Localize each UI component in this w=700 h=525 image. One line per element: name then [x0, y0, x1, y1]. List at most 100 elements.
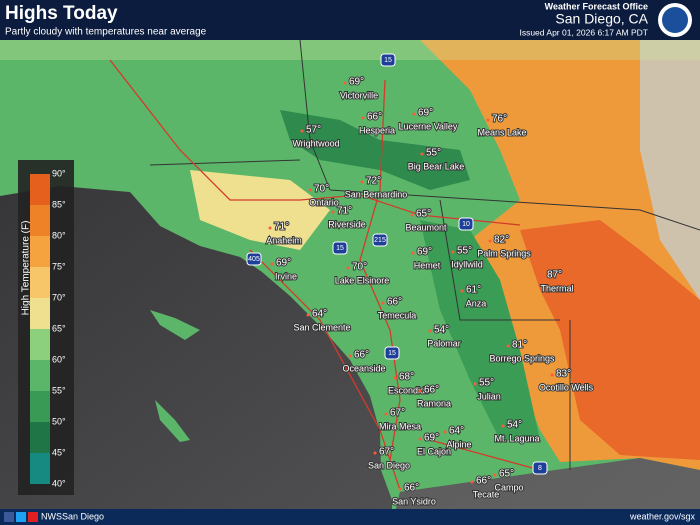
city-temp: 66° [354, 350, 369, 361]
city-marker [473, 382, 477, 386]
youtube-icon [28, 512, 38, 522]
nws-logo-inner [662, 7, 688, 33]
legend-tick: 85° [52, 199, 66, 209]
city-name: Idyllwild [451, 259, 483, 269]
city-marker [506, 344, 510, 348]
city-temp: 81° [512, 340, 527, 351]
legend-tick: 45° [52, 447, 66, 457]
city-temp: 69° [349, 77, 364, 88]
city-marker [308, 188, 312, 192]
city-temp: 67° [379, 447, 394, 458]
city-marker [393, 376, 397, 380]
top-band [0, 40, 700, 60]
city-name: San Bernardino [345, 189, 408, 199]
footer-bar [0, 509, 700, 525]
mountains [280, 110, 470, 190]
highway-label: 15 [384, 57, 392, 64]
city-temp: 76° [492, 114, 507, 125]
city-marker [443, 430, 447, 434]
city-name: Ocotillo Wells [539, 382, 594, 392]
la-basin [190, 170, 330, 250]
city-name: Lucerne Valley [399, 121, 458, 131]
city-temp: 55° [479, 378, 494, 389]
city-temp: 70° [352, 262, 367, 273]
city-temp: 66° [476, 476, 491, 487]
city-temp: 69° [418, 108, 433, 119]
header-bar [0, 0, 700, 40]
city-marker [418, 389, 422, 393]
city-marker [270, 262, 274, 266]
city-marker [541, 274, 545, 278]
city-temp: 83° [556, 369, 571, 380]
legend-tick: 50° [52, 416, 66, 426]
legend-tick: 55° [52, 385, 66, 395]
city-name: Oceanside [342, 363, 385, 373]
city-name: Wrightwood [292, 138, 339, 148]
city-temp: 69° [276, 258, 291, 269]
city-temp: 66° [387, 297, 402, 308]
city-marker [488, 239, 492, 243]
city-marker [470, 480, 474, 484]
city-temp: 64° [312, 309, 327, 320]
city-temp: 65° [416, 209, 431, 220]
twitter-icon [16, 512, 26, 522]
city-temp: 71° [337, 206, 352, 217]
footer-url: weather.gov/sgx [629, 511, 696, 521]
city-marker [306, 313, 310, 317]
city-marker [373, 451, 377, 455]
city-marker [412, 112, 416, 116]
tan-region [640, 40, 700, 300]
city-name: Beaumont [405, 222, 447, 232]
city-marker [418, 437, 422, 441]
legend-swatch [30, 329, 50, 360]
highways [109, 59, 541, 491]
city-name: Alpine [446, 439, 471, 449]
city-marker [384, 412, 388, 416]
city-name: Victorville [340, 90, 378, 100]
city-marker [550, 373, 554, 377]
desert-hot [520, 220, 700, 460]
legend-tick: 75° [52, 261, 66, 271]
city-temp: 55° [457, 246, 472, 257]
location: San Diego, CA [555, 11, 648, 27]
city-marker [493, 473, 497, 477]
city-marker [343, 81, 347, 85]
city-name: Tecate [473, 489, 500, 499]
city-name: Julian [477, 391, 501, 401]
city-marker [268, 226, 272, 230]
title: Highs Today [5, 3, 118, 24]
city-name: Mira Mesa [379, 421, 421, 431]
city-marker [486, 118, 490, 122]
city-marker [348, 354, 352, 358]
city-marker [300, 129, 304, 133]
legend-swatch [30, 298, 50, 329]
city-temp: 70° [314, 184, 329, 195]
city-temp: 82° [494, 235, 509, 246]
city-temp: 66° [424, 385, 439, 396]
city-name: Temecula [378, 310, 417, 320]
city-temp: 87° [547, 270, 562, 281]
city-temp: 66° [404, 483, 419, 494]
city-marker [428, 329, 432, 333]
city-temp: 68° [399, 372, 414, 383]
city-name: Mt. Laguna [494, 433, 539, 443]
legend-tick: 90° [52, 168, 66, 178]
city-marker [398, 487, 402, 491]
city-marker [381, 301, 385, 305]
city-marker [331, 210, 335, 214]
city-name: San Diego [368, 460, 410, 470]
city-name: Hesperia [359, 125, 395, 135]
legend-tick: 40° [52, 478, 66, 488]
city-temp: 64° [449, 426, 464, 437]
city-marker [346, 266, 350, 270]
legend-swatch [30, 174, 50, 205]
city-temp: 67° [390, 408, 405, 419]
highway-shield [380, 53, 396, 67]
city-temp: 72° [366, 176, 381, 187]
city-temp: 71° [274, 222, 289, 233]
city-temp: 57° [306, 125, 321, 136]
legend-swatch [30, 267, 50, 298]
legend-swatch [30, 236, 50, 267]
